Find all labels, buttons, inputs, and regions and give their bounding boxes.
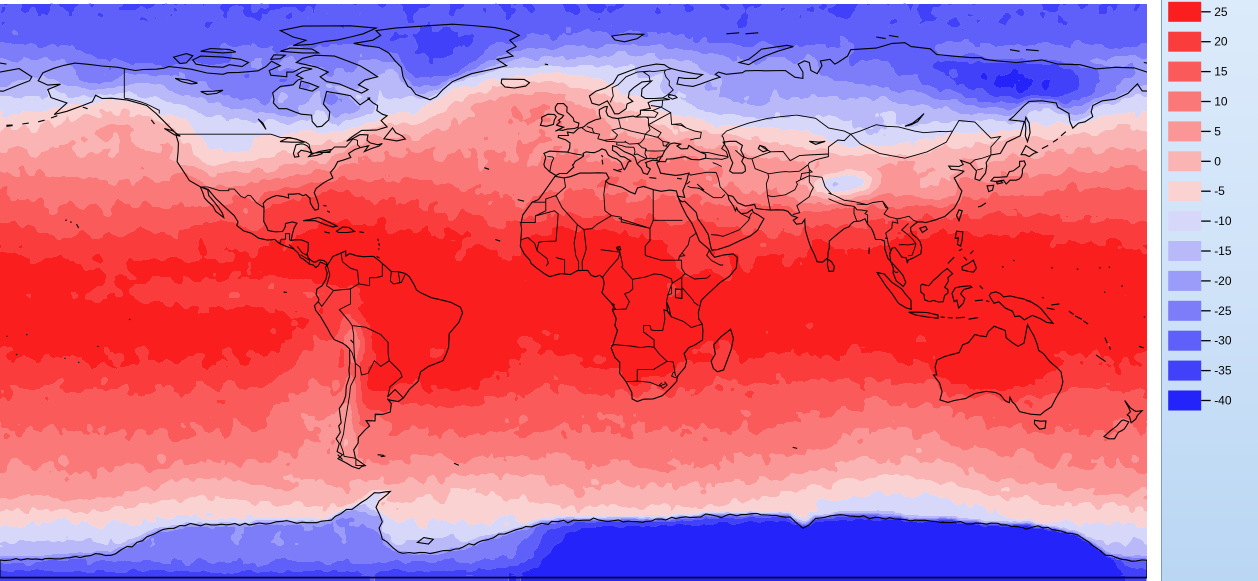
- svg-text:-5: -5: [1214, 184, 1225, 198]
- svg-text:25: 25: [1214, 5, 1228, 19]
- svg-text:0: 0: [1214, 154, 1221, 168]
- svg-text:-30: -30: [1214, 334, 1232, 348]
- svg-text:-40: -40: [1214, 394, 1232, 408]
- svg-text:-10: -10: [1214, 214, 1232, 228]
- svg-text:-15: -15: [1214, 244, 1232, 258]
- svg-text:-35: -35: [1214, 364, 1232, 378]
- svg-text:-20: -20: [1214, 274, 1232, 288]
- svg-text:5: 5: [1214, 124, 1221, 138]
- svg-text:20: 20: [1214, 35, 1228, 49]
- svg-text:10: 10: [1214, 95, 1228, 109]
- svg-text:15: 15: [1214, 65, 1228, 79]
- svg-text:-25: -25: [1214, 304, 1232, 318]
